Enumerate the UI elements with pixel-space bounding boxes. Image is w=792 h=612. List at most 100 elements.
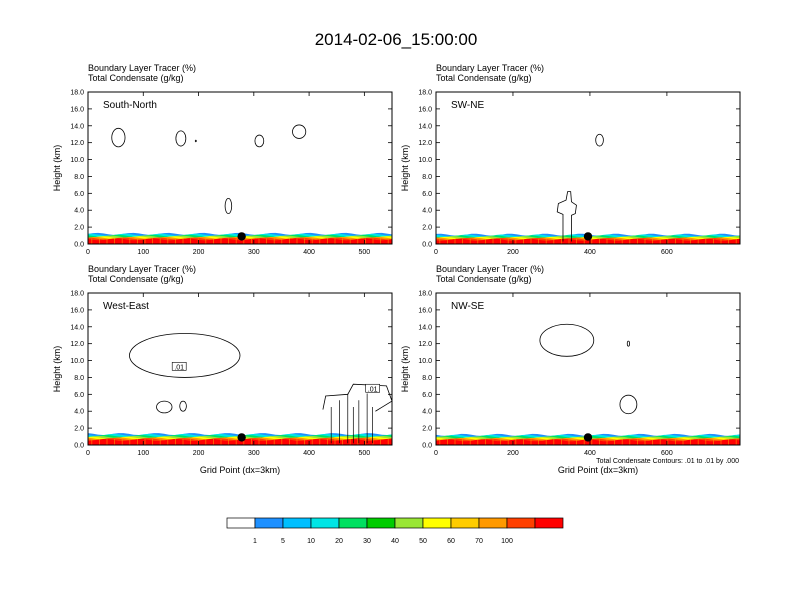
y-tick-label: 14.0 bbox=[70, 324, 84, 331]
condensate-contour bbox=[292, 124, 307, 139]
contour-label-box bbox=[171, 362, 187, 371]
colorbar-cell bbox=[450, 517, 480, 529]
panel-sw-ne: Boundary Layer Tracer (%)Total Condensat… bbox=[400, 63, 741, 256]
panel-nw-se: Boundary Layer Tracer (%) Total Condensat… bbox=[400, 264, 741, 475]
condensate-contour bbox=[175, 130, 187, 147]
panel-section-label: West-East bbox=[103, 301, 149, 312]
colorbar-cell bbox=[310, 517, 340, 529]
contour-label-box bbox=[365, 383, 380, 393]
contour-label: .01 bbox=[368, 386, 378, 393]
colorbar-cell bbox=[226, 517, 256, 529]
colorbar-tick-label: 50 bbox=[419, 538, 427, 545]
x-axis-label: Grid Point (dx=3km) bbox=[558, 465, 638, 475]
y-tick-label: 6.0 bbox=[74, 191, 84, 198]
y-tick-label: 4.0 bbox=[74, 208, 84, 215]
panel-section-label: SW-NE bbox=[451, 100, 484, 111]
condensate-contour bbox=[156, 400, 173, 414]
panel-west-east: Boundary Layer Tracer (%)Total Condensat… bbox=[52, 264, 393, 475]
tracer-layer bbox=[436, 238, 740, 244]
condensate-contour bbox=[129, 333, 241, 378]
condensate-contour bbox=[194, 139, 197, 143]
x-tick-label: 200 bbox=[193, 249, 205, 256]
condensate-contour bbox=[179, 400, 187, 412]
y-tick-label: 8.0 bbox=[422, 174, 432, 181]
storm-center-marker bbox=[237, 433, 246, 442]
colorbar-tick-label: 20 bbox=[335, 538, 343, 545]
panel-south-north: Boundary Layer Tracer (%)Total Condensat… bbox=[52, 63, 393, 256]
y-tick-label: 18.0 bbox=[70, 291, 84, 298]
x-tick-label: 400 bbox=[303, 450, 315, 457]
condensate-contour bbox=[539, 323, 595, 357]
y-tick-label: 14.0 bbox=[418, 324, 432, 331]
colorbar-cell bbox=[478, 517, 508, 529]
y-tick-label: 16.0 bbox=[418, 307, 432, 314]
x-tick-label: 0 bbox=[86, 249, 90, 256]
colorbar-tick-label: 60 bbox=[447, 538, 455, 545]
x-tick-label: 200 bbox=[193, 450, 205, 457]
plot-frame bbox=[435, 292, 741, 446]
y-tick-label: 6.0 bbox=[422, 392, 432, 399]
colorbar-cell bbox=[338, 517, 368, 529]
y-tick-label: 10.0 bbox=[418, 358, 432, 365]
condensate-contour bbox=[626, 340, 630, 347]
panel-title-line: Total Condensate (g/kg) bbox=[436, 73, 532, 83]
y-tick-label: 16.0 bbox=[70, 307, 84, 314]
colorbar-tick-label: 30 bbox=[363, 538, 371, 545]
x-tick-label: 500 bbox=[359, 249, 371, 256]
y-tick-label: 18.0 bbox=[418, 291, 432, 298]
tracer-layer bbox=[436, 439, 740, 445]
plot-frame bbox=[87, 292, 393, 446]
colorbar-cell bbox=[254, 517, 284, 529]
y-tick-label: 4.0 bbox=[74, 409, 84, 416]
panel-title-line: Boundary Layer Tracer (%) bbox=[436, 63, 544, 73]
y-tick-label: 10.0 bbox=[70, 358, 84, 365]
y-tick-label: 4.0 bbox=[422, 208, 432, 215]
y-tick-label: 12.0 bbox=[418, 341, 432, 348]
panel-title-line: Total Condensate (g/kg) bbox=[88, 274, 184, 284]
panel-title-line: Boundary Layer Tracer (%) bbox=[436, 264, 544, 274]
y-tick-label: 12.0 bbox=[418, 140, 432, 147]
y-tick-label: 18.0 bbox=[418, 90, 432, 97]
panel-section-label: NW-SE bbox=[451, 301, 484, 312]
y-tick-label: 2.0 bbox=[74, 426, 84, 433]
colorbar-tick-label: 70 bbox=[475, 538, 483, 545]
x-tick-label: 600 bbox=[661, 450, 673, 457]
colorbar-cell bbox=[506, 517, 536, 529]
x-tick-label: 200 bbox=[507, 249, 519, 256]
y-axis-label: Height (km) bbox=[52, 346, 62, 393]
x-tick-label: 600 bbox=[661, 249, 673, 256]
colorbar-cell bbox=[422, 517, 452, 529]
tracer-layer bbox=[88, 238, 392, 244]
panel-section-label: South-North bbox=[103, 100, 157, 111]
x-tick-label: 0 bbox=[434, 249, 438, 256]
x-tick-label: 200 bbox=[507, 450, 519, 457]
x-tick-label: 300 bbox=[248, 249, 260, 256]
x-axis-label: Grid Point (dx=3km) bbox=[200, 465, 280, 475]
x-tick-label: 0 bbox=[86, 450, 90, 457]
colorbar: 1 5 10 20 30 40 50 60 70 100 bbox=[226, 517, 564, 545]
y-axis-label: Height (km) bbox=[52, 145, 62, 192]
y-tick-label: 0.0 bbox=[422, 242, 432, 249]
y-tick-label: 16.0 bbox=[70, 106, 84, 113]
x-tick-label: 100 bbox=[137, 249, 149, 256]
y-tick-label: 14.0 bbox=[70, 123, 84, 130]
colorbar-tick-label: 5 bbox=[281, 538, 285, 545]
contour-footnote: Total Condensate Contours: .01 to .01 by… bbox=[596, 458, 739, 465]
y-tick-label: 8.0 bbox=[422, 375, 432, 382]
condensate-contour bbox=[619, 394, 638, 415]
condensate-contour bbox=[254, 134, 265, 148]
colorbar-cell bbox=[282, 517, 312, 529]
x-tick-label: 100 bbox=[137, 450, 149, 457]
contour-label: .01 bbox=[174, 364, 184, 371]
y-tick-label: 12.0 bbox=[70, 341, 84, 348]
condensate-contour bbox=[595, 133, 604, 147]
y-tick-label: 6.0 bbox=[74, 392, 84, 399]
y-tick-label: 8.0 bbox=[74, 174, 84, 181]
y-tick-label: 2.0 bbox=[74, 225, 84, 232]
y-tick-label: 2.0 bbox=[422, 225, 432, 232]
y-tick-label: 16.0 bbox=[418, 106, 432, 113]
colorbar-tick-label: 10 bbox=[307, 538, 315, 545]
x-tick-label: 400 bbox=[584, 249, 596, 256]
y-axis-label: Height (km) bbox=[400, 346, 410, 393]
